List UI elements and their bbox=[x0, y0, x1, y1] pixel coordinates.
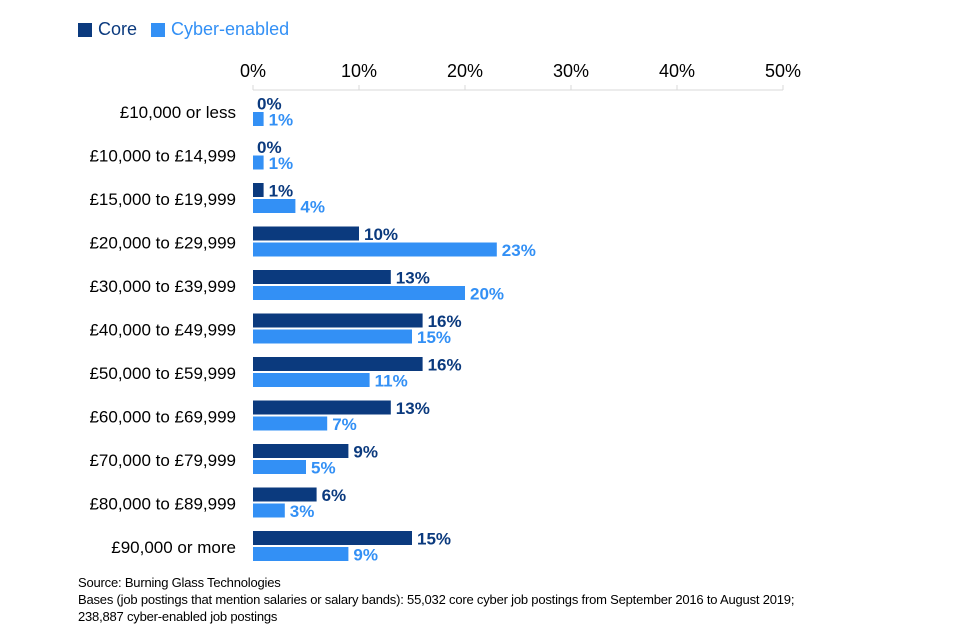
legend-swatch-cyber-enabled bbox=[151, 22, 166, 37]
data-label-cyber-enabled: 5% bbox=[311, 459, 336, 478]
bar-core bbox=[253, 357, 423, 371]
bar-cyber-enabled bbox=[253, 373, 370, 387]
source-note: Source: Burning Glass Technologies bbox=[78, 575, 281, 590]
data-label-core: 0% bbox=[257, 138, 282, 157]
x-tick-label: 0% bbox=[240, 61, 266, 81]
bases-note: Bases (job postings that mention salarie… bbox=[78, 592, 795, 624]
bar-core bbox=[253, 444, 349, 458]
data-label-core: 9% bbox=[353, 443, 378, 462]
legend-label-cyber-enabled: Cyber-enabled bbox=[171, 19, 290, 39]
x-tick-label: 40% bbox=[659, 61, 695, 81]
data-label-cyber-enabled: 3% bbox=[290, 502, 315, 521]
data-label-core: 1% bbox=[269, 182, 294, 201]
bar-cyber-enabled bbox=[253, 112, 264, 126]
category-label: £90,000 or more bbox=[111, 538, 236, 557]
category-label: £15,000 to £19,999 bbox=[89, 190, 236, 209]
data-label-cyber-enabled: 11% bbox=[375, 372, 408, 391]
data-label-cyber-enabled: 23% bbox=[502, 241, 536, 260]
data-label-cyber-enabled: 7% bbox=[332, 415, 357, 434]
chart-notes: Source: Burning Glass Technologies Bases… bbox=[78, 574, 818, 625]
x-tick-label: 10% bbox=[341, 61, 377, 81]
bar-cyber-enabled bbox=[253, 199, 296, 213]
x-tick-label: 30% bbox=[553, 61, 589, 81]
bar-cyber-enabled bbox=[253, 242, 497, 257]
data-label-cyber-enabled: 9% bbox=[353, 546, 378, 565]
data-label-core: 15% bbox=[417, 530, 451, 549]
bar-core bbox=[253, 226, 359, 241]
bar-core bbox=[253, 270, 391, 284]
category-label: £30,000 to £39,999 bbox=[89, 277, 236, 296]
bar-cyber-enabled bbox=[253, 503, 285, 518]
legend-label-core: Core bbox=[98, 19, 138, 39]
category-label: £70,000 to £79,999 bbox=[89, 451, 236, 470]
category-label: £10,000 or less bbox=[120, 103, 236, 122]
bar-cyber-enabled bbox=[253, 460, 306, 474]
x-tick-label: 50% bbox=[765, 61, 801, 81]
bar-cyber-enabled bbox=[253, 329, 412, 344]
data-label-cyber-enabled: 1% bbox=[269, 111, 294, 130]
data-label-core: 16% bbox=[428, 356, 462, 375]
bar-core bbox=[253, 531, 412, 545]
bar-cyber-enabled bbox=[253, 416, 328, 431]
bar-core bbox=[253, 183, 264, 197]
data-label-core: 6% bbox=[322, 486, 347, 505]
x-tick-label: 20% bbox=[447, 61, 483, 81]
legend-item-core: Core bbox=[78, 19, 137, 40]
data-label-cyber-enabled: 4% bbox=[300, 198, 325, 217]
data-label-cyber-enabled: 15% bbox=[417, 328, 451, 347]
legend-item-cyber-enabled: Cyber-enabled bbox=[151, 19, 289, 40]
legend: Core Cyber-enabled bbox=[78, 19, 289, 40]
legend-swatch-core bbox=[78, 22, 92, 37]
data-label-cyber-enabled: 1% bbox=[269, 154, 294, 173]
data-label-cyber-enabled: 20% bbox=[470, 285, 504, 304]
bar-core bbox=[253, 400, 391, 415]
category-label: £50,000 to £59,999 bbox=[89, 364, 236, 383]
category-label: £80,000 to £89,999 bbox=[89, 495, 236, 514]
data-label-core: 13% bbox=[396, 269, 430, 288]
bar-core bbox=[253, 313, 423, 328]
bar-cyber-enabled bbox=[253, 286, 465, 300]
bar-core bbox=[253, 487, 317, 502]
bar-cyber-enabled bbox=[253, 155, 264, 170]
category-label: £40,000 to £49,999 bbox=[89, 321, 236, 340]
category-label: £10,000 to £14,999 bbox=[89, 147, 236, 166]
data-label-core: 10% bbox=[364, 225, 398, 244]
data-label-core: 0% bbox=[257, 95, 282, 114]
category-label: £60,000 to £69,999 bbox=[89, 408, 236, 427]
data-label-core: 16% bbox=[428, 312, 462, 331]
bar-cyber-enabled bbox=[253, 547, 349, 561]
category-label: £20,000 to £29,999 bbox=[89, 234, 236, 253]
data-label-core: 13% bbox=[396, 399, 430, 418]
